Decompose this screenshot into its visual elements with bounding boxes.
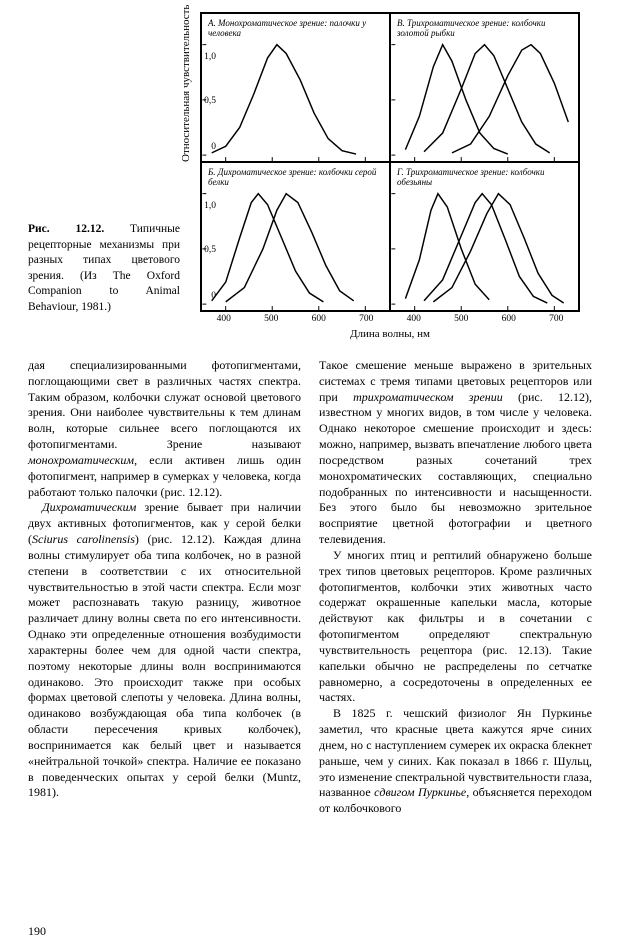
panel-bk-curves xyxy=(202,163,389,310)
caption-text: Типичные рецепторные механизмы при разны… xyxy=(28,223,180,313)
xtick: 400 xyxy=(407,314,421,324)
column-left: дая специализированными фотопигментами, … xyxy=(28,358,301,817)
xtick: 400 xyxy=(217,314,231,324)
panel-g-curves xyxy=(391,163,578,310)
page-number: 190 xyxy=(28,924,46,939)
paragraph: У многих птиц и рептилий обнаружено боль… xyxy=(319,548,592,706)
xtick: 700 xyxy=(549,314,563,324)
panel-bk: 1,0 0,5 0 Б. Дихроматическое зрение: кол… xyxy=(201,162,390,311)
paragraph: Дихроматическим зрение бывает при наличи… xyxy=(28,500,301,801)
x-axis-label: Длина волны, нм xyxy=(200,324,580,340)
xtick: 500 xyxy=(454,314,468,324)
column-right: Такое смешение меньше выражено в зритель… xyxy=(319,358,592,817)
y-axis-label: Относительная чувствительность xyxy=(180,5,192,162)
xtick: 600 xyxy=(312,314,326,324)
panel-b: В. Трихроматическое зрение: колбочки зол… xyxy=(390,13,579,162)
paragraph: дая специализированными фотопигментами, … xyxy=(28,358,301,500)
x-axis-ticks: 400 500 600 700 400 500 600 700 xyxy=(200,312,580,324)
xtick: 600 xyxy=(502,314,516,324)
body-columns: дая специализированными фотопигментами, … xyxy=(28,358,592,817)
xtick: 500 xyxy=(264,314,278,324)
paragraph: Такое смешение меньше выражено в зритель… xyxy=(319,358,592,548)
panel-a-curves xyxy=(202,14,389,161)
figure-caption: Рис. 12.12. Типичные рецепторные механиз… xyxy=(28,12,188,315)
paragraph: В 1825 г. чешский физиолог Ян Пуркинье з… xyxy=(319,706,592,817)
caption-label: Рис. 12.12. xyxy=(28,223,104,235)
xtick: 700 xyxy=(359,314,373,324)
panel-a: 1,0 0,5 0 А. Монохроматическое зрение: п… xyxy=(201,13,390,162)
panel-g: Г. Трихроматическое зрение: колбочки обе… xyxy=(390,162,579,311)
figure-region: Рис. 12.12. Типичные рецепторные механиз… xyxy=(28,12,592,340)
chart-container: Относительная чувствительность 1,0 0,5 0… xyxy=(188,12,592,340)
panel-b-curves xyxy=(391,14,578,161)
panel-grid: 1,0 0,5 0 А. Монохроматическое зрение: п… xyxy=(200,12,580,312)
